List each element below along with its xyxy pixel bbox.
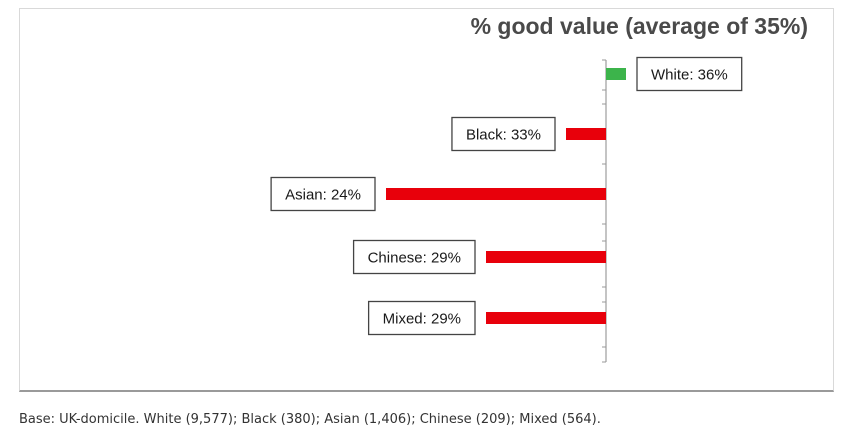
bar-mixed <box>486 312 606 324</box>
bars <box>386 68 626 324</box>
data-label-chinese: Chinese: 29% <box>352 239 476 275</box>
data-label-box <box>352 239 476 275</box>
bar-white <box>606 68 626 80</box>
data-label-text: Black: 33% <box>466 127 541 144</box>
data-label-box <box>451 116 556 152</box>
data-label-white: White: 36% <box>636 56 743 92</box>
bar-black <box>566 128 606 140</box>
data-label-box <box>270 176 376 212</box>
data-label-text: Chinese: 29% <box>368 250 461 267</box>
data-label-box <box>636 56 743 92</box>
footnote: Base: UK-domicile. White (9,577); Black … <box>19 412 601 427</box>
bar-chinese <box>486 251 606 263</box>
data-label-text: Asian: 24% <box>285 187 361 204</box>
bar-asian <box>386 188 606 200</box>
data-label-mixed: Mixed: 29% <box>367 300 476 336</box>
chart-svg: % good value (average of 35%) White: 36%… <box>270 13 808 363</box>
data-label-black: Black: 33% <box>451 116 556 152</box>
data-labels: White: 36% Black: 33% Asian: 24% Chinese: 2… <box>270 56 743 336</box>
data-label-asian: Asian: 24% <box>270 176 376 212</box>
data-label-box <box>367 300 476 336</box>
data-label-text: White: 36% <box>651 67 728 84</box>
baseline-axis <box>602 59 607 363</box>
chart-title: % good value (average of 35%) <box>471 13 808 39</box>
data-label-text: Mixed: 29% <box>383 311 461 328</box>
